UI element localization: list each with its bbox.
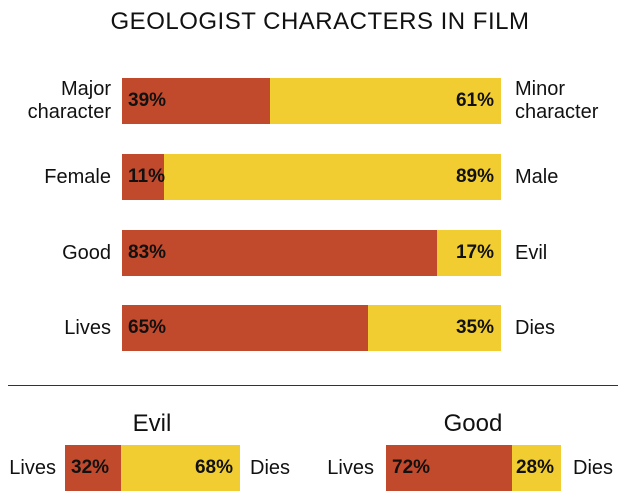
left-label-0-1: Female <box>44 165 111 188</box>
right-label-1-0: Dies <box>250 456 291 479</box>
right-label-0-3: Dies <box>515 316 556 339</box>
bar-2-0: 72% 28% <box>386 445 561 491</box>
bar-segment-left <box>65 445 121 491</box>
chart-title: GEOLOGIST CHARACTERS IN FILM <box>110 8 530 35</box>
left-label-0-3: Lives <box>64 316 111 339</box>
right-label-2-0: Dies <box>573 456 614 479</box>
bar-segment-right <box>512 445 561 491</box>
bar-1-0: 32% 68% <box>65 445 240 491</box>
bar-segment-left <box>122 305 369 351</box>
bar-segment-right <box>163 154 501 200</box>
data-label-left: 11% <box>128 166 165 187</box>
data-label-right: 89% <box>455 166 494 187</box>
left-label-2-0: Lives <box>327 456 374 479</box>
section-divider <box>8 385 618 386</box>
bar-segment-right <box>121 445 240 491</box>
chart-1-title: Evil <box>132 410 172 437</box>
left-label-0-0: Major character <box>27 78 111 123</box>
bar-segment-right <box>368 305 501 351</box>
chart-2-title: Good <box>443 410 503 437</box>
data-label-right: 35% <box>455 317 494 338</box>
data-label-left: 83% <box>128 242 167 263</box>
left-label-1-0: Lives <box>9 456 56 479</box>
bar-0-0: 39% 61% <box>122 78 501 124</box>
data-label-left: 39% <box>128 90 167 111</box>
bar-segment-left <box>122 78 270 124</box>
data-label-right: 61% <box>455 90 494 111</box>
data-label-left: 65% <box>128 317 167 338</box>
bar-0-1: 11% 89% <box>122 154 501 200</box>
data-label-right: 28% <box>515 457 554 478</box>
data-label-left: 72% <box>392 457 431 478</box>
bar-segment-right <box>436 230 501 276</box>
bar-0-3: 65% 35% <box>122 305 501 351</box>
bar-0-2: 83% 17% <box>122 230 501 276</box>
bar-segment-right <box>269 78 501 124</box>
right-label-0-1: Male <box>515 165 559 188</box>
data-label-right: 68% <box>194 457 233 478</box>
data-label-right: 17% <box>455 242 494 263</box>
bar-segment-left <box>122 154 164 200</box>
left-label-0-2: Good <box>62 241 111 264</box>
right-label-0-2: Evil <box>515 241 548 264</box>
right-label-0-0: Minor character <box>515 78 599 123</box>
bar-segment-left <box>386 445 512 491</box>
data-label-left: 32% <box>71 457 110 478</box>
bar-segment-left <box>122 230 437 276</box>
